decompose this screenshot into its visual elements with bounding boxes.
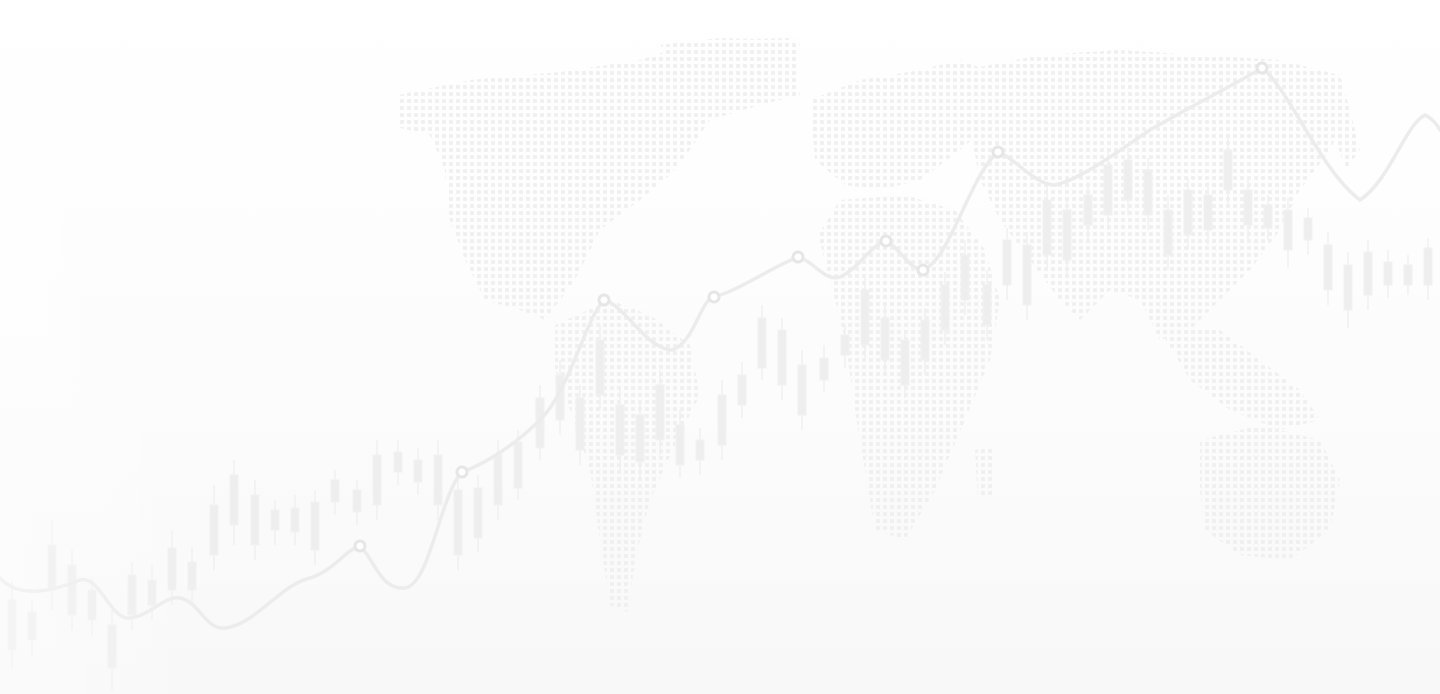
trend-point-marker: [597, 293, 611, 307]
candlestick-body: [1223, 149, 1233, 191]
candlestick-body: [1363, 251, 1373, 296]
candlestick-body: [433, 454, 443, 506]
candlestick-body: [352, 489, 362, 513]
candlestick-body: [737, 374, 747, 406]
candlestick-body: [900, 339, 910, 386]
trend-point-marker: [707, 290, 721, 304]
candlestick-body: [310, 501, 320, 551]
candlestick-body: [1343, 264, 1353, 311]
trend-point-marker: [916, 263, 930, 277]
candlestick-body: [1062, 209, 1072, 261]
candlestick-body: [229, 474, 239, 526]
candlestick-body: [270, 509, 280, 531]
trend-point-marker: [455, 465, 469, 479]
candlestick-body: [290, 507, 300, 533]
candlestick-body: [1143, 169, 1153, 216]
candlestick-body: [860, 289, 870, 346]
candlestick-body: [797, 364, 807, 416]
candlestick-body: [473, 487, 483, 539]
candlestick-body: [1022, 244, 1032, 306]
candlestick-body: [840, 334, 850, 356]
candlestick-body: [920, 319, 930, 361]
candlestick-body: [513, 441, 523, 489]
candlestick-body: [1263, 204, 1273, 229]
candlestick-body: [575, 397, 585, 451]
candlestick-body: [1163, 209, 1173, 256]
candlestick-body: [777, 329, 787, 386]
candlestick-body: [372, 454, 382, 506]
candlestick-body: [1243, 189, 1253, 226]
candlestick-body: [250, 494, 260, 546]
left-fade-overlay: [0, 0, 220, 694]
candlestick-body: [1203, 194, 1213, 231]
candlestick-body: [1323, 244, 1333, 291]
candlestick-body: [413, 459, 423, 483]
candlestick-body: [1002, 239, 1012, 286]
candlestick-body: [635, 414, 645, 463]
candlestick-body: [1303, 217, 1313, 241]
candlestick-body: [757, 317, 767, 369]
candlestick-body: [453, 489, 463, 556]
candlestick-body: [1423, 247, 1433, 286]
candlestick-body: [940, 284, 950, 331]
candlestick-body: [1283, 209, 1293, 251]
price-trend-line: [0, 61, 1440, 630]
candlestick-body: [493, 454, 503, 506]
candlestick-body: [393, 451, 403, 473]
candlestick-body: [960, 254, 970, 301]
candlestick-body: [1383, 261, 1393, 286]
candlestick-body: [595, 339, 605, 396]
candlestick-body: [1403, 264, 1413, 286]
candlestick-body: [1123, 159, 1133, 201]
candlestick-body: [1083, 194, 1093, 226]
candlestick-body: [330, 479, 340, 503]
trend-point-marker: [353, 539, 367, 553]
candlestick-body: [1103, 164, 1113, 216]
candlestick-body: [982, 284, 992, 326]
candlestick-body: [655, 384, 665, 441]
candlestick-body: [675, 424, 685, 466]
candlestick-body: [615, 404, 625, 456]
trend-point-marker: [991, 145, 1005, 159]
trend-point-marker: [879, 234, 893, 248]
candlestick-body: [1042, 199, 1052, 256]
world-map-dot-pattern: [398, 38, 1360, 612]
candlestick-body: [695, 439, 705, 461]
candlestick-body: [880, 317, 890, 361]
trend-point-marker: [791, 250, 805, 264]
trend-point-marker: [1255, 61, 1269, 75]
candlestick-body: [717, 394, 727, 446]
candlestick-body: [819, 357, 829, 381]
candlestick-body: [1183, 189, 1193, 236]
